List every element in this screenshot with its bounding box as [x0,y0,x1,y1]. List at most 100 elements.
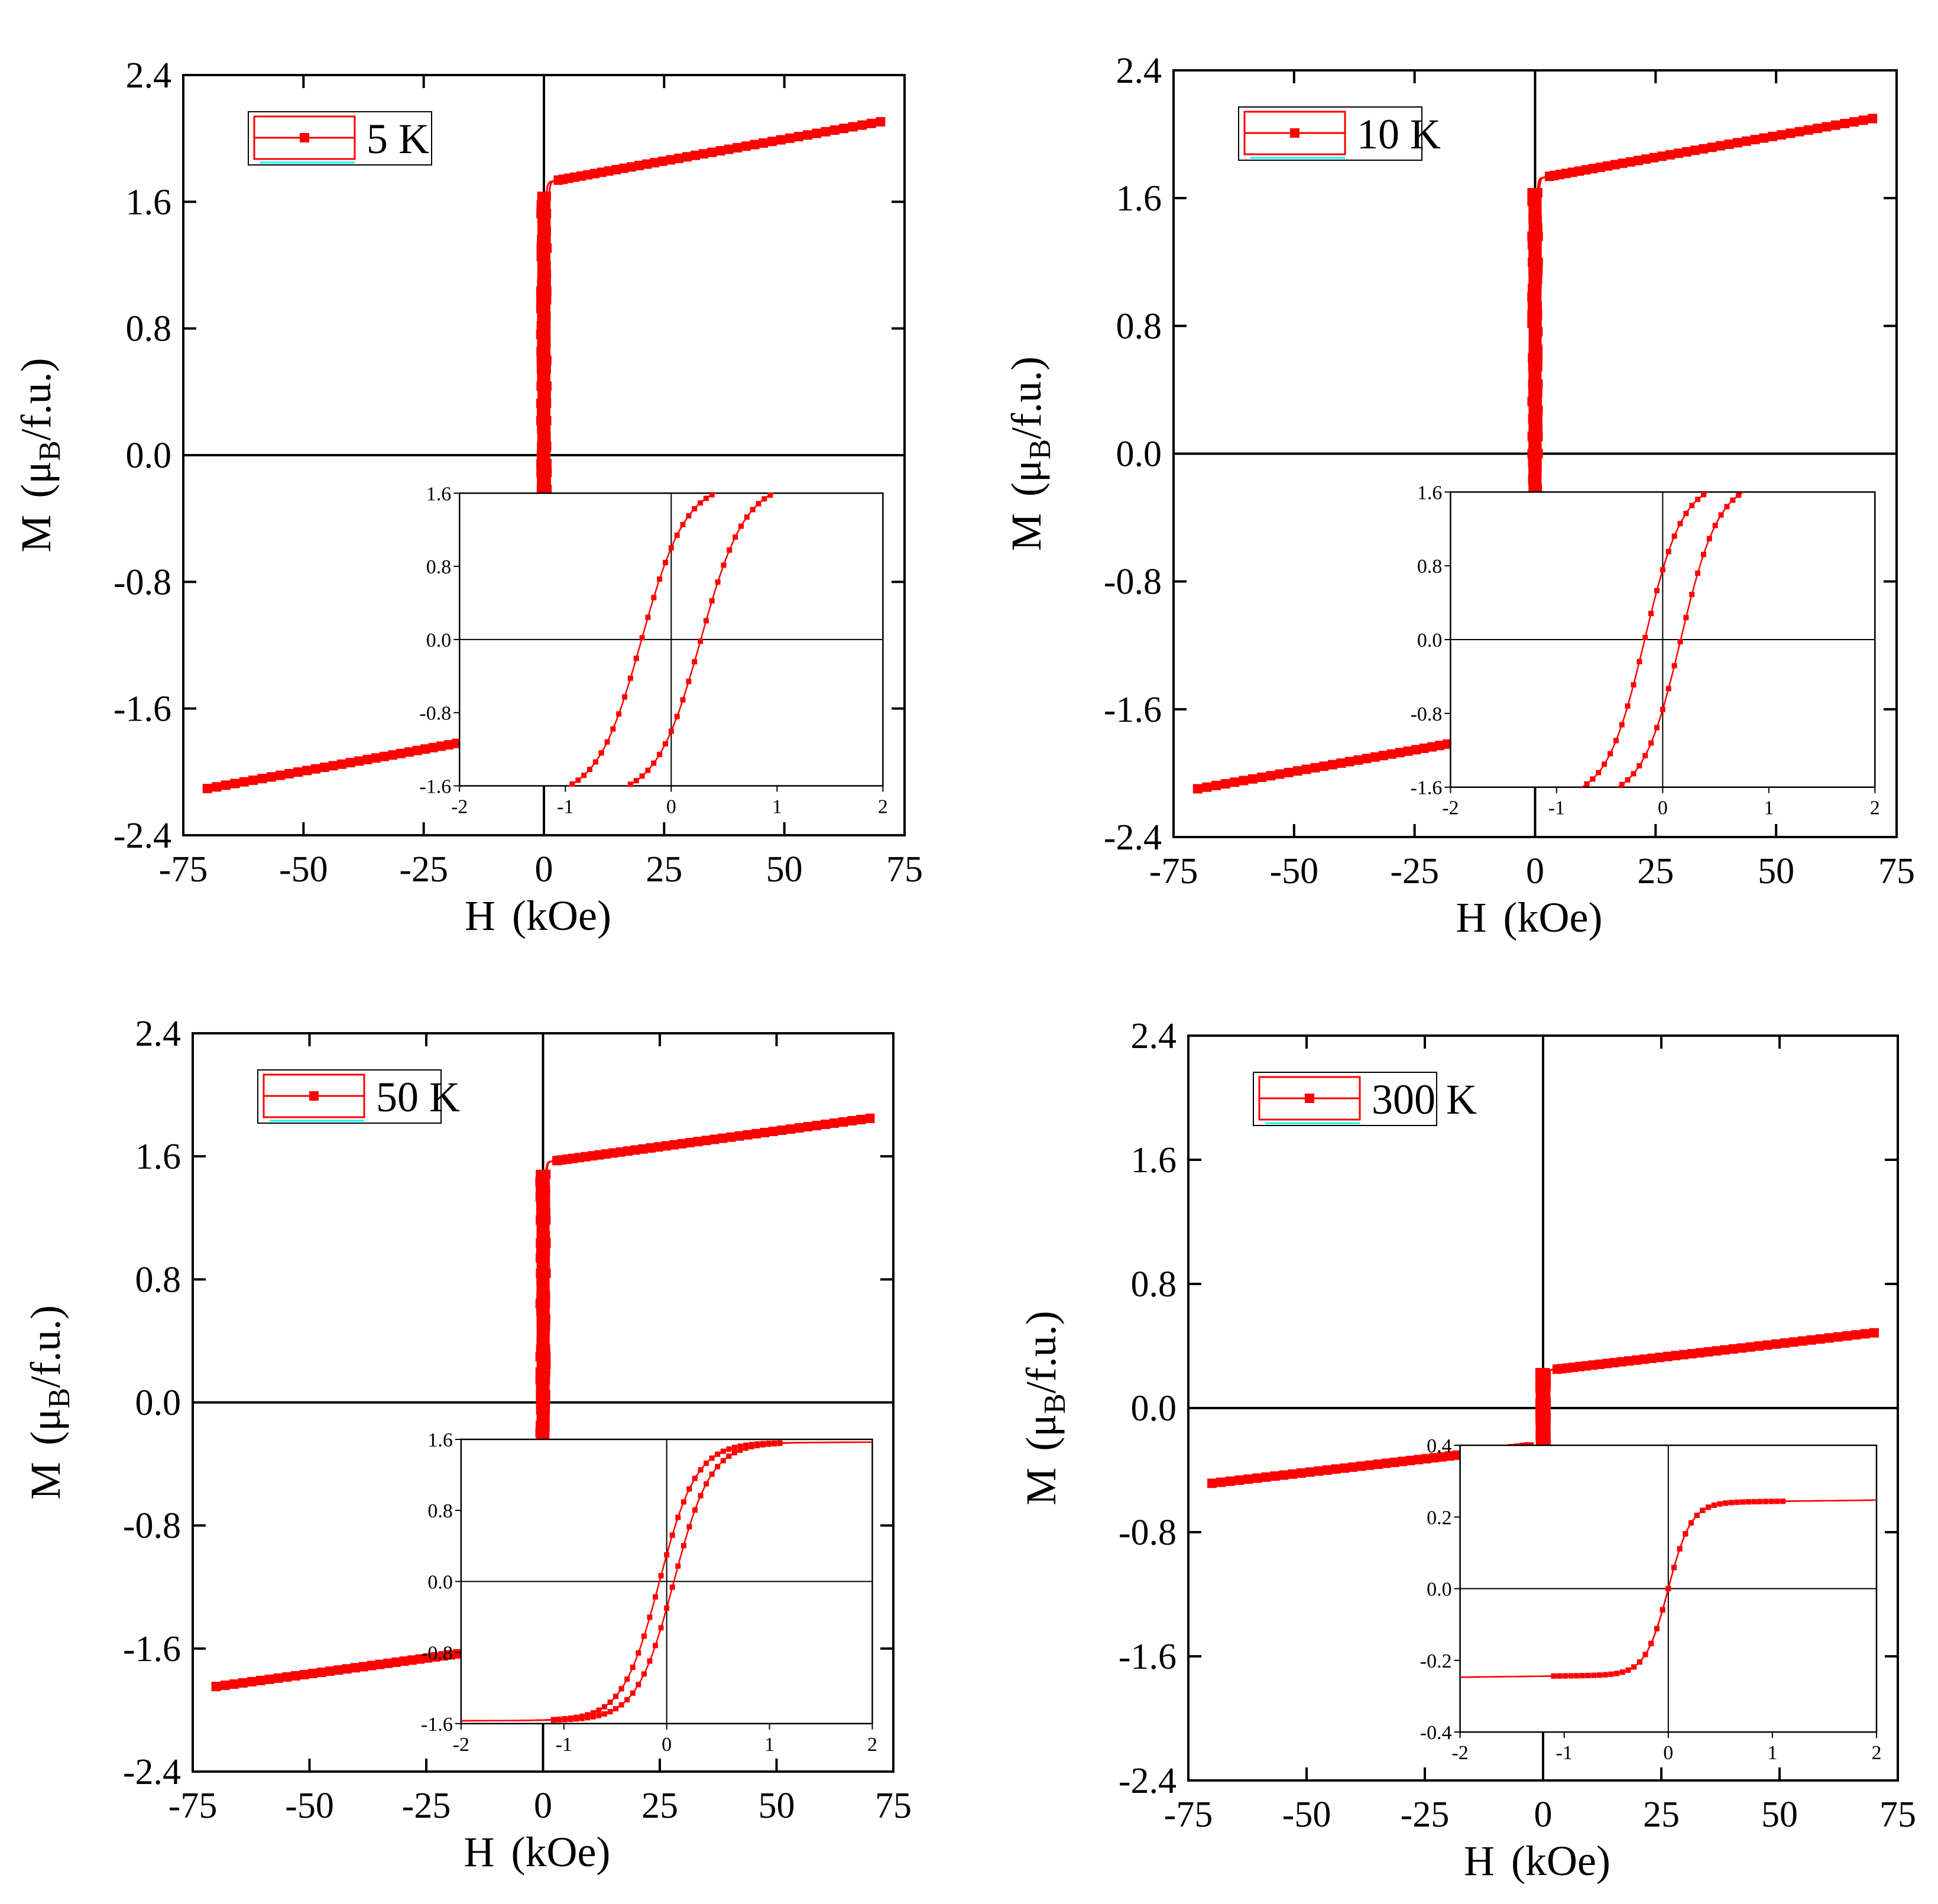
inset-data-point [1597,1672,1602,1678]
data-point [1406,1456,1415,1465]
inset-data-point [664,1552,669,1558]
x-axis-label-unit: (kOe) [1511,1837,1610,1884]
data-point [1534,232,1543,241]
data-point [1532,336,1542,345]
legend-marker [300,133,309,142]
inset-data-point [686,513,691,518]
data-point [1279,1470,1288,1480]
inset-chart: -2 -1 0 1 2-0.4-0.20.00.20.4 [1420,1435,1882,1764]
data-point [786,1124,795,1134]
data-point [413,746,422,755]
data-point [1302,765,1311,774]
y-tick-label: -1.6 [123,1629,181,1669]
y-tick-label: -1.6 [114,689,171,729]
inset-data-point [628,676,633,681]
inset-x-tick-label: 1 [772,796,782,818]
inset-data-point [624,1697,630,1702]
inset-data-point [754,1443,760,1448]
inset-data-point [1700,1508,1705,1513]
y-tick-label: 0.0 [1131,1389,1177,1429]
data-point [1533,414,1542,424]
data-point [1389,1458,1399,1467]
data-point [867,119,876,128]
data-point [693,1137,703,1146]
data-point [1532,475,1541,485]
inset-data-point [1608,751,1613,757]
inset-data-point [1642,635,1648,640]
y-tick-label: 0.8 [1131,1264,1177,1305]
inset-data-point [1683,615,1689,620]
data-point [1411,745,1421,754]
data-point [1319,761,1328,771]
x-axis-label-symbol: H [1464,1837,1495,1884]
x-tick-label: 25 [646,849,682,890]
inset-x-tick-label: -2 [453,1734,469,1756]
inset-data-point [704,496,709,501]
inset-y-tick-label: -1.6 [421,1714,453,1736]
data-point [1270,1471,1279,1481]
data-point [1345,757,1354,766]
data-point [1657,151,1667,161]
data-point [1771,1339,1781,1349]
inset-data-point [698,1467,704,1472]
inset-chart: -2 -1 0 1 2-1.6-0.80.00.81.6 [1411,480,1880,819]
inset-data-point [663,560,668,565]
inset-data-point [628,781,633,787]
inset-data-point [686,679,691,684]
inset-data-point [568,1717,573,1722]
data-point [293,767,303,777]
data-point [821,1120,830,1129]
inset-data-point [1636,763,1642,768]
inset-data-point [1654,588,1660,593]
data-point [396,749,406,758]
data-point [1336,758,1346,768]
inset-x-tick-label: 0 [666,796,676,818]
inset-data-point [605,739,610,745]
data-point [785,134,795,143]
data-point [542,338,551,348]
data-point [541,347,550,356]
inset-data-point [1677,639,1683,644]
inset-data-point [1707,536,1712,541]
inset-y-tick-label: 1.6 [427,1429,453,1451]
inset-data-point [659,1573,664,1578]
data-point [342,1664,352,1673]
data-point [1533,423,1542,432]
inset-data-point [596,1713,601,1718]
data-point [1707,142,1717,152]
inset-data-point [698,500,703,505]
inset-data-point [562,1717,568,1723]
inset-x-tick-label: -1 [556,1734,572,1756]
data-point [1682,147,1691,157]
y-axis-label-subscript: B [1023,439,1057,460]
inset-data-point [1774,1498,1780,1504]
inset-data-point [1574,1673,1579,1678]
data-point [1851,1330,1861,1339]
x-tick-label: 0 [534,1786,552,1826]
data-point [541,252,550,261]
inset-data-point [1596,770,1601,775]
data-point [1534,258,1543,267]
data-point [1533,188,1542,197]
y-tick-label: 2.4 [135,1014,182,1054]
data-point [1690,145,1700,155]
inset-data-point [686,1486,692,1491]
inset-data-point [709,598,715,604]
inset-data-point [1660,1607,1665,1613]
data-point [1789,1337,1798,1347]
data-point [1822,122,1831,132]
x-tick-label: -50 [285,1786,334,1826]
x-tick-label: 75 [1879,1795,1916,1835]
data-point [1532,371,1541,380]
x-tick-label: 50 [766,849,803,890]
data-point [542,261,551,270]
data-point [337,760,346,769]
inset-data-point [556,1717,562,1723]
data-point [284,769,294,779]
inset-data-point [744,514,750,520]
inset-data-point [1683,511,1689,516]
data-point [1768,132,1777,141]
inset-data-point [622,694,627,699]
inset-x-tick-label: 1 [1767,1742,1777,1764]
data-point [1275,770,1285,779]
